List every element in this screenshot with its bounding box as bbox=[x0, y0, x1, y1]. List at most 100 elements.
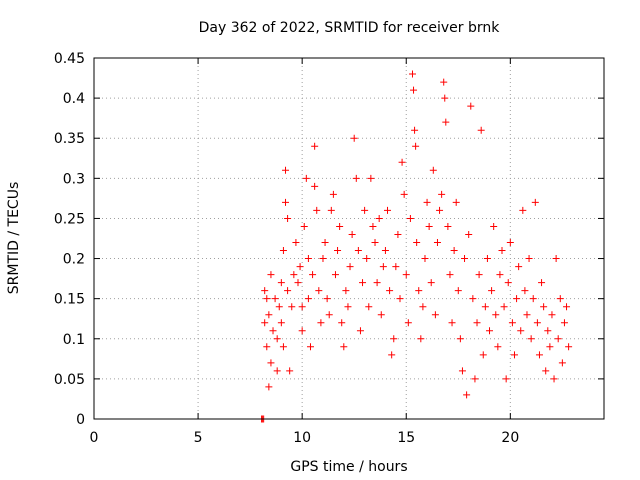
data-point bbox=[336, 222, 344, 230]
y-tick-label: 0 bbox=[76, 412, 85, 428]
data-point bbox=[440, 78, 448, 86]
data-point bbox=[446, 271, 454, 279]
data-point bbox=[523, 311, 531, 319]
data-point bbox=[402, 271, 410, 279]
data-point bbox=[531, 198, 539, 206]
grid bbox=[94, 58, 604, 419]
data-point bbox=[315, 287, 323, 295]
data-point bbox=[277, 279, 285, 287]
data-point bbox=[309, 271, 317, 279]
data-point bbox=[350, 134, 358, 142]
data-point bbox=[311, 142, 319, 150]
data-point bbox=[463, 391, 471, 399]
data-point bbox=[311, 182, 319, 190]
data-point bbox=[458, 367, 466, 375]
data-point bbox=[334, 247, 342, 255]
data-point bbox=[525, 255, 533, 263]
data-point bbox=[558, 359, 566, 367]
data-point bbox=[419, 303, 427, 311]
data-point bbox=[386, 287, 394, 295]
data-point bbox=[423, 198, 431, 206]
data-point bbox=[261, 287, 269, 295]
data-point bbox=[363, 255, 371, 263]
y-tick-label: 0.35 bbox=[54, 131, 85, 147]
data-point bbox=[354, 247, 362, 255]
data-point bbox=[327, 206, 335, 214]
data-point bbox=[263, 295, 271, 303]
data-points bbox=[258, 70, 573, 423]
data-point bbox=[506, 239, 514, 247]
data-point bbox=[442, 118, 450, 126]
data-point bbox=[344, 303, 352, 311]
data-point bbox=[452, 198, 460, 206]
data-point bbox=[490, 222, 498, 230]
data-point bbox=[436, 206, 444, 214]
data-point bbox=[498, 247, 506, 255]
data-point bbox=[554, 335, 562, 343]
y-axis-title: SRMTID / TECUs bbox=[6, 182, 22, 295]
data-point bbox=[529, 295, 537, 303]
data-point bbox=[527, 335, 535, 343]
data-point bbox=[471, 375, 479, 383]
data-point bbox=[406, 214, 414, 222]
data-point bbox=[515, 263, 523, 271]
data-point bbox=[388, 351, 396, 359]
data-point bbox=[563, 303, 571, 311]
data-point bbox=[548, 311, 556, 319]
data-point bbox=[535, 351, 543, 359]
data-point bbox=[348, 230, 356, 238]
data-point bbox=[427, 279, 435, 287]
data-point bbox=[313, 206, 321, 214]
data-point bbox=[294, 279, 302, 287]
data-point bbox=[560, 319, 568, 327]
data-point bbox=[494, 343, 502, 351]
data-point bbox=[394, 230, 402, 238]
data-point bbox=[448, 319, 456, 327]
data-point bbox=[296, 263, 304, 271]
data-point bbox=[325, 311, 333, 319]
data-point bbox=[379, 263, 387, 271]
data-point bbox=[479, 351, 487, 359]
data-point bbox=[263, 343, 271, 351]
data-point bbox=[508, 319, 516, 327]
data-point bbox=[369, 222, 377, 230]
y-tick-label: 0.15 bbox=[54, 292, 85, 308]
data-point bbox=[546, 343, 554, 351]
data-point bbox=[373, 279, 381, 287]
data-point bbox=[433, 239, 441, 247]
data-point bbox=[521, 287, 529, 295]
data-point bbox=[408, 70, 416, 78]
data-point bbox=[513, 295, 521, 303]
data-point bbox=[438, 190, 446, 198]
data-point bbox=[304, 295, 312, 303]
data-point bbox=[538, 279, 546, 287]
data-point bbox=[400, 190, 408, 198]
data-point bbox=[375, 214, 383, 222]
data-point bbox=[352, 174, 360, 182]
y-tick-label: 0.25 bbox=[54, 211, 85, 227]
data-point bbox=[456, 335, 464, 343]
data-point bbox=[510, 351, 518, 359]
data-point bbox=[421, 255, 429, 263]
data-point bbox=[273, 335, 281, 343]
y-tick-label: 0.4 bbox=[63, 91, 85, 107]
data-point bbox=[292, 239, 300, 247]
data-point bbox=[467, 102, 475, 110]
data-point bbox=[286, 367, 294, 375]
data-point bbox=[265, 311, 273, 319]
data-point bbox=[323, 295, 331, 303]
data-point bbox=[431, 311, 439, 319]
data-point bbox=[271, 295, 279, 303]
data-point bbox=[390, 335, 398, 343]
data-point bbox=[473, 319, 481, 327]
data-point bbox=[411, 126, 419, 134]
plot-frame bbox=[93, 57, 605, 420]
data-point bbox=[302, 174, 310, 182]
data-point bbox=[415, 287, 423, 295]
data-point bbox=[500, 303, 508, 311]
y-tick-label: 0.2 bbox=[63, 252, 85, 268]
data-point bbox=[371, 239, 379, 247]
data-point bbox=[454, 287, 462, 295]
